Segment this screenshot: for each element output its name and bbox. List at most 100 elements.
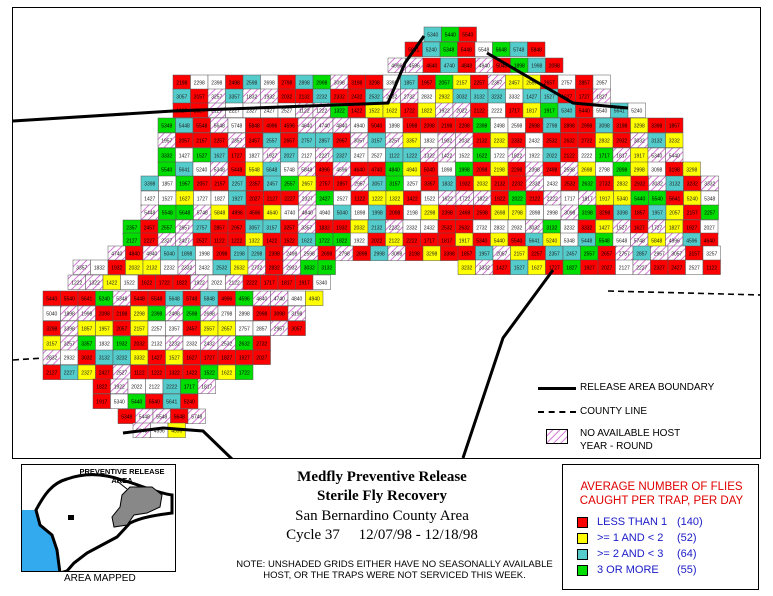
grid-cell-label: 2757 xyxy=(561,80,572,86)
grid-cell-label: 2857 xyxy=(337,181,348,187)
title-block: Medfly Preventive Release Sterile Fly Re… xyxy=(212,468,552,545)
grid-cell-label: 2032 xyxy=(129,265,140,271)
bottom-panel: PREVENTIVE RELEASE AREA AREA MAPPED Medf… xyxy=(12,460,761,592)
grid-cell-label: 5648 xyxy=(266,167,277,173)
grid-cell-label: 1717 xyxy=(599,153,610,159)
flies-legend-item: LESS THAN 1 (140) xyxy=(577,516,757,529)
grid-cell-label: 2257 xyxy=(531,251,542,257)
grid-cell-label: 5240 xyxy=(631,108,642,114)
grid-cell-label: 2957 xyxy=(596,80,607,86)
grid-cell-label: 2932 xyxy=(64,355,75,361)
grid-cell-label: 2057 xyxy=(197,181,208,187)
grid-cell-label: 1527 xyxy=(196,153,207,159)
grid-cell-label: 5540 xyxy=(462,32,473,38)
grid-cell-label: 2357 xyxy=(549,251,560,257)
flies-legend-item: 3 OR MORE (55) xyxy=(577,564,757,577)
grid-cell-label: 1522 xyxy=(124,280,135,286)
grid-cell-label: 2432 xyxy=(529,138,540,144)
grid-cell-label: 5548 xyxy=(599,238,610,244)
grid-cell-label: 1927 xyxy=(686,225,697,231)
grid-cell-label: 3298 xyxy=(46,326,57,332)
grid-cell-label: 5240 xyxy=(546,238,557,244)
grid-cell-label: 3198 xyxy=(351,80,362,86)
flies-legend: AVERAGE NUMBER OF FLIES CAUGHT PER TRAP,… xyxy=(562,464,759,590)
grid-cell-label: 1527 xyxy=(616,225,627,231)
grid-cell xyxy=(305,290,324,306)
grid-cell-label: 4940 xyxy=(309,296,320,302)
grid-cell-label: 4840 xyxy=(336,123,347,129)
grid-cell-label: 1727 xyxy=(197,196,208,202)
grid-cell-label: 2098 xyxy=(476,167,487,173)
grid-cell-label: 1817 xyxy=(201,384,212,390)
grid-cell-label: 2122 xyxy=(564,153,575,159)
grid-cell-label: 3198 xyxy=(409,251,420,257)
grid-cell-label: 3232 xyxy=(669,138,680,144)
grid-cell-label: 1817 xyxy=(616,153,627,159)
grid-cell-label: 2998 xyxy=(581,123,592,129)
grid-cell-label: 4840 xyxy=(129,251,140,257)
grid-cell-label: 2257 xyxy=(474,80,485,86)
grid-cell-label: 2357 xyxy=(491,80,502,86)
grid-cell-label: 2198 xyxy=(441,123,452,129)
grid-cell-label: 2227 xyxy=(284,196,295,202)
grid-cell-label: 2327 xyxy=(336,153,347,159)
grid-cell-label: 3298 xyxy=(426,251,437,257)
grid-cell-label: 3298 xyxy=(599,210,610,216)
grid-cell-label: 2898 xyxy=(239,311,250,317)
grid-cell-label: 2027 xyxy=(704,225,715,231)
grid-cell-label: 3057 xyxy=(176,94,187,100)
grid-cell-label: 2898 xyxy=(356,251,367,257)
grid-cell-label: 2932 xyxy=(511,225,522,231)
grid-cell-label: 3198 xyxy=(582,210,593,216)
grid-cell-label: 2532 xyxy=(216,265,227,271)
grid-cell-label: 1957 xyxy=(161,138,172,144)
grid-cell-label: 1857 xyxy=(669,123,680,129)
grid-cell-label: 5240 xyxy=(687,196,698,202)
grid-cell-label: 2157 xyxy=(456,80,467,86)
grid-cell-label: 5748 xyxy=(186,296,197,302)
grid-cell-label: 5348 xyxy=(116,296,127,302)
grid-cell-label: 2532 xyxy=(369,94,380,100)
grid-cell xyxy=(235,364,254,380)
grid-cell-label: 5848 xyxy=(531,47,542,53)
grid-cell-label: 4940 xyxy=(479,63,490,69)
grid-cell-label: 2257 xyxy=(214,138,225,144)
grid-cell-label: 2032 xyxy=(134,341,145,347)
grid-cell-label: 2022 xyxy=(131,384,142,390)
grid-cell-label: 4840 xyxy=(389,167,400,173)
grid-cell-label: 5340 xyxy=(651,153,662,159)
grid-cell-label: 3332 xyxy=(134,355,145,361)
grid-cell-label: 1622 xyxy=(221,370,232,376)
grid-cell-label: 3257 xyxy=(706,251,717,257)
grid-cell-label: 5848 xyxy=(204,296,215,302)
grid-cell-label: 2032 xyxy=(281,94,292,100)
grid-cell-label: 5641 xyxy=(614,108,625,114)
release-boundary-south xyxy=(461,269,555,458)
grid-cell-label: 3357 xyxy=(406,138,417,144)
grid-cell-label: 4740 xyxy=(319,123,330,129)
grid-cell-label: 2957 xyxy=(231,225,242,231)
grid-cell-label: 5440 xyxy=(131,399,142,405)
grid-cell xyxy=(702,259,721,275)
grid-cell-label: 1422 xyxy=(441,153,452,159)
grid-cell-label: 1122 xyxy=(389,153,400,159)
grid-cell-label: 2222 xyxy=(547,196,558,202)
grid-cell-label: 2132 xyxy=(299,94,310,100)
grid-cell-label: 1932 xyxy=(459,181,470,187)
grid-cell-label: 1122 xyxy=(299,108,310,114)
flies-legend-label: 3 OR MORE xyxy=(597,564,659,576)
grid-cell-label: 1957 xyxy=(479,251,490,257)
grid-cell-label: 1627 xyxy=(214,153,225,159)
grid-cell-label: 3257 xyxy=(211,94,222,100)
grid-cell-label: 3157 xyxy=(266,225,277,231)
grid-cell-label: 1817 xyxy=(281,280,292,286)
grid-cell-label: 2857 xyxy=(214,225,225,231)
grid-cell-label: 1427 xyxy=(599,225,610,231)
inset-release-area xyxy=(111,486,163,528)
grid-cell-label: 1627 xyxy=(634,225,645,231)
grid-cell-label: 2432 xyxy=(547,181,558,187)
grid-cell-label: 2957 xyxy=(274,326,285,332)
grid-cell-label: 2698 xyxy=(321,251,332,257)
grid-cell-label: 3398 xyxy=(617,210,628,216)
flies-legend-count: (64) xyxy=(677,548,697,560)
